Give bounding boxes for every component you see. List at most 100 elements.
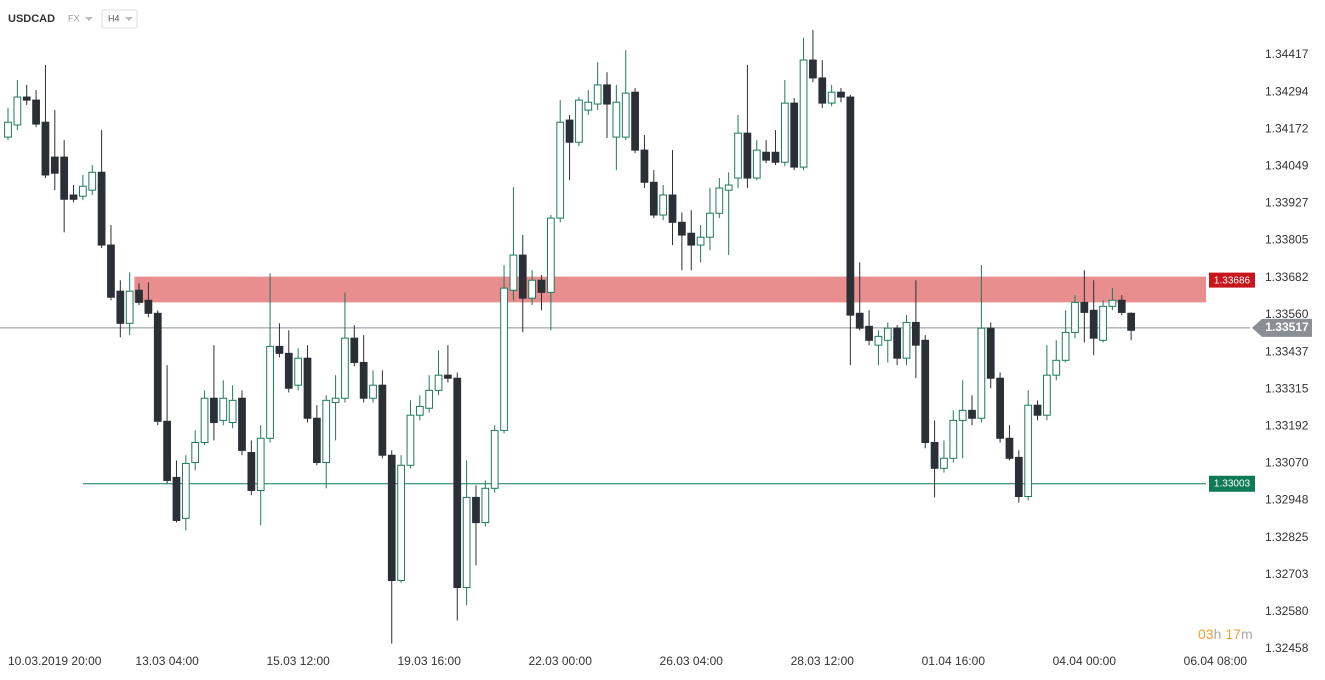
candle-body bbox=[500, 287, 508, 431]
candle-body bbox=[1061, 331, 1070, 361]
candle bbox=[1071, 295, 1079, 339]
timeframe[interactable]: H4 bbox=[108, 13, 120, 23]
y-tick-label: 1.32948 bbox=[1265, 493, 1309, 507]
candle-body bbox=[696, 236, 705, 246]
candle-body bbox=[50, 156, 59, 174]
candle-body bbox=[210, 397, 218, 423]
candle bbox=[706, 188, 714, 251]
candle bbox=[1052, 340, 1061, 381]
candle bbox=[696, 225, 705, 263]
candle bbox=[518, 235, 527, 333]
zone-price-label: 1.33686 bbox=[1209, 272, 1255, 288]
candle-body bbox=[228, 399, 237, 423]
candle-body bbox=[855, 312, 864, 329]
candle bbox=[1117, 295, 1126, 316]
candle-body bbox=[752, 149, 761, 179]
timeframe-dropdown-arrow[interactable] bbox=[125, 17, 133, 21]
candle-body bbox=[312, 417, 321, 464]
candle-body bbox=[350, 337, 359, 363]
candle bbox=[846, 94, 855, 366]
candle bbox=[453, 372, 462, 621]
current-price-label: 1.33517 bbox=[1252, 318, 1312, 337]
candle-body bbox=[1014, 456, 1023, 498]
candle bbox=[977, 265, 986, 423]
candle-body bbox=[153, 312, 162, 422]
candle bbox=[940, 440, 948, 473]
x-tick-label: 15.03 12:00 bbox=[266, 654, 330, 668]
candle-body bbox=[940, 457, 948, 469]
candle bbox=[1014, 450, 1023, 503]
candle bbox=[855, 262, 864, 331]
candle bbox=[780, 80, 789, 167]
x-tick-label: 06.04 08:00 bbox=[1184, 654, 1248, 668]
x-tick-label: 19.03 16:00 bbox=[397, 654, 461, 668]
timer: 03h 17m bbox=[1198, 626, 1253, 642]
timer-hours: 03 bbox=[1198, 626, 1214, 642]
candle-body bbox=[415, 405, 424, 416]
candle-body bbox=[453, 377, 462, 588]
candle bbox=[294, 348, 303, 391]
candle-body bbox=[827, 91, 836, 104]
candle bbox=[668, 150, 677, 246]
candle bbox=[958, 380, 967, 459]
timeframe-box[interactable] bbox=[101, 9, 138, 29]
candle-body bbox=[1005, 437, 1014, 459]
market-dropdown-arrow[interactable] bbox=[85, 17, 93, 21]
candle bbox=[303, 345, 312, 423]
y-tick-label: 1.33927 bbox=[1265, 196, 1309, 210]
candle-body bbox=[41, 121, 50, 176]
candle bbox=[949, 410, 958, 463]
candle-body bbox=[60, 156, 69, 200]
y-tick-label: 1.34417 bbox=[1265, 47, 1309, 61]
candle-body bbox=[949, 419, 958, 459]
candle-body bbox=[397, 464, 405, 582]
candle-body bbox=[687, 232, 696, 246]
candle bbox=[1061, 310, 1070, 363]
y-tick-label: 1.33437 bbox=[1265, 344, 1309, 358]
candle-body bbox=[275, 345, 284, 354]
candle-body bbox=[640, 149, 649, 183]
candle-body bbox=[331, 397, 340, 403]
timer-minutes: 17 bbox=[1225, 626, 1241, 642]
candle bbox=[125, 272, 134, 336]
candle bbox=[369, 370, 377, 403]
candle-body bbox=[565, 119, 574, 143]
support-price-label: 1.33003 bbox=[1209, 475, 1255, 492]
candle bbox=[238, 390, 246, 456]
candle-body bbox=[612, 101, 621, 138]
y-tick-label: 1.33560 bbox=[1265, 307, 1309, 321]
candle bbox=[621, 50, 630, 141]
candle-body bbox=[678, 221, 686, 236]
candle bbox=[191, 430, 200, 471]
candle bbox=[331, 375, 340, 441]
candle bbox=[799, 37, 808, 171]
candle bbox=[153, 310, 162, 426]
candle-body bbox=[359, 361, 368, 399]
candle-body bbox=[546, 217, 555, 293]
candle-body bbox=[303, 357, 312, 419]
candle bbox=[472, 485, 480, 566]
candle bbox=[724, 172, 733, 256]
zone-label-box bbox=[1209, 272, 1255, 288]
candle-body bbox=[32, 99, 40, 125]
x-tick-label: 22.03 00:00 bbox=[529, 654, 593, 668]
candle bbox=[425, 375, 434, 413]
candle bbox=[1033, 400, 1042, 421]
candle bbox=[266, 273, 274, 443]
market[interactable]: FX bbox=[68, 13, 80, 23]
candle bbox=[752, 140, 761, 181]
candle bbox=[107, 225, 115, 301]
candle-body bbox=[911, 321, 920, 346]
candle-body bbox=[107, 244, 115, 298]
candle bbox=[88, 164, 97, 196]
candle-body bbox=[97, 171, 106, 246]
candle bbox=[378, 370, 387, 459]
candle-body bbox=[1089, 309, 1098, 339]
candle-body bbox=[1024, 404, 1033, 498]
candle-body bbox=[930, 442, 939, 469]
candle bbox=[359, 335, 368, 403]
candle bbox=[818, 60, 827, 108]
timer-minutes-unit: m bbox=[1241, 626, 1253, 642]
candle-body bbox=[996, 377, 1004, 439]
symbol[interactable]: USDCAD bbox=[8, 13, 55, 25]
